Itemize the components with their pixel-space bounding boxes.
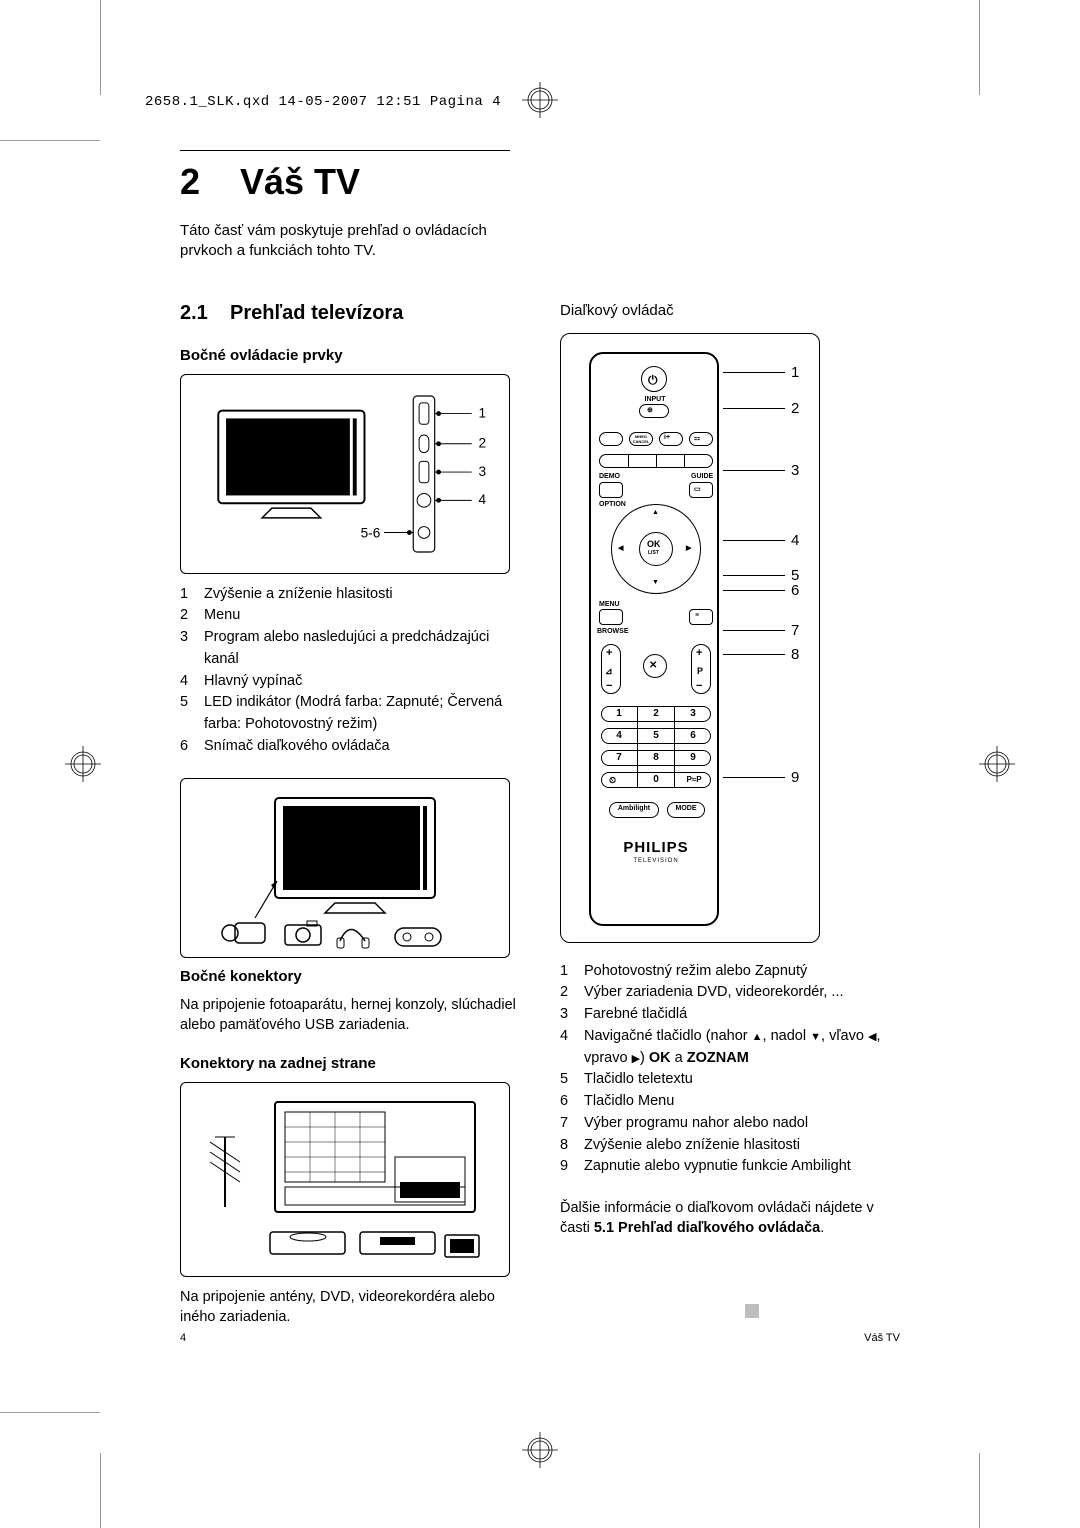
file-header: 2658.1_SLK.qxd 14-05-2007 12:51 Pagina 4 bbox=[145, 94, 501, 110]
section-number: 2.1 bbox=[180, 302, 230, 325]
remote-heading: Diaľkový ovládač bbox=[560, 302, 900, 319]
remote-figure: 1 2 3 4 5 6 7 8 9 ⏻ INPUT ⊕ bbox=[560, 333, 820, 943]
svg-text:3: 3 bbox=[479, 463, 487, 478]
section-heading: 2.1Prehľad televízora bbox=[180, 302, 520, 325]
registration-mark-icon bbox=[522, 82, 558, 118]
crop-mark bbox=[979, 1453, 980, 1528]
side-controls-figure: 1 2 3 4 5-6 bbox=[180, 374, 510, 574]
remote-body-icon: ⏻ INPUT ⊕ MHEG CANCEL i+ ⚏ bbox=[589, 352, 719, 926]
footer-section: Váš TV bbox=[864, 1332, 900, 1344]
svg-text:4: 4 bbox=[479, 492, 487, 507]
registration-mark-icon bbox=[65, 746, 101, 782]
section-title: Prehľad televízora bbox=[230, 302, 403, 324]
page-content: 2Váš TV Táto časť vám poskytuje prehľad … bbox=[180, 150, 900, 1348]
gray-marker-icon bbox=[745, 1304, 759, 1318]
chapter-number: 2 bbox=[180, 161, 240, 203]
page-footer: 4 Váš TV bbox=[180, 1332, 900, 1344]
registration-mark-icon bbox=[522, 1432, 558, 1468]
page-number: 4 bbox=[180, 1332, 186, 1344]
left-column: 2.1Prehľad televízora Bočné ovládacie pr… bbox=[180, 302, 520, 1348]
svg-text:2: 2 bbox=[479, 435, 487, 450]
crop-mark bbox=[100, 1453, 101, 1528]
side-controls-heading: Bočné ovládacie prvky bbox=[180, 347, 520, 364]
side-controls-list: 1Zvýšenie a zníženie hlasitosti 2Menu 3P… bbox=[180, 584, 520, 758]
right-column: Diaľkový ovládač 1 2 3 4 5 6 7 8 9 ⏻ INP… bbox=[560, 302, 900, 1348]
chapter-title-text: Váš TV bbox=[240, 161, 360, 202]
side-connectors-text: Na pripojenie fotoaparátu, hernej konzol… bbox=[180, 995, 520, 1036]
remote-more-info: Ďalšie informácie o diaľkovom ovládači n… bbox=[560, 1198, 900, 1239]
rear-connectors-heading: Konektory na zadnej strane bbox=[180, 1055, 520, 1072]
crop-mark bbox=[100, 0, 101, 95]
crop-mark bbox=[0, 140, 100, 141]
chapter-intro: Táto časť vám poskytuje prehľad o ovláda… bbox=[180, 221, 520, 262]
remote-list: 1Pohotovostný režim alebo Zapnutý 2Výber… bbox=[560, 961, 900, 1179]
crop-mark bbox=[0, 1412, 100, 1413]
crop-mark bbox=[979, 0, 980, 95]
side-connectors-figure bbox=[180, 778, 510, 958]
chapter-rule bbox=[180, 150, 510, 151]
svg-text:5-6: 5-6 bbox=[361, 525, 381, 540]
rear-connectors-figure bbox=[180, 1082, 510, 1277]
svg-text:1: 1 bbox=[479, 405, 487, 420]
rear-connectors-text: Na pripojenie antény, DVD, videorekordér… bbox=[180, 1287, 520, 1328]
registration-mark-icon bbox=[979, 746, 1015, 782]
side-connectors-heading: Bočné konektory bbox=[180, 968, 520, 985]
chapter-title: 2Váš TV bbox=[180, 161, 900, 203]
